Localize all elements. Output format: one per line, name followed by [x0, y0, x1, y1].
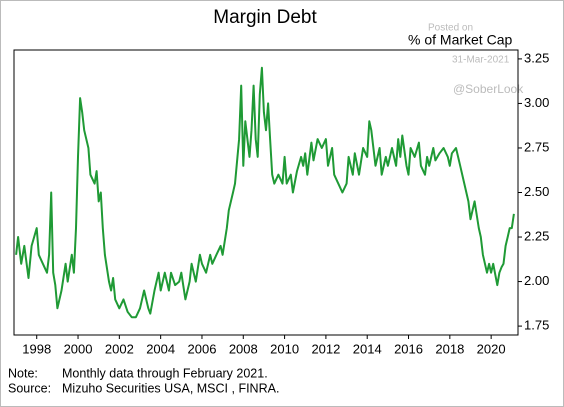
x-tick-label: 2020	[477, 341, 506, 356]
line	[15, 66, 515, 319]
source-label: Source:	[8, 381, 51, 395]
x-tick-label: 2006	[188, 341, 217, 356]
x-tick-label: 2000	[64, 341, 93, 356]
y-tick-label: 2.75	[524, 139, 549, 154]
chart-title: Margin Debt	[213, 7, 317, 28]
source: Mizuho Securities USA, MSCI , FINRA.	[62, 381, 279, 395]
note-label: Note:	[8, 366, 38, 380]
x-tick-label: 2018	[435, 341, 464, 356]
x-tick-label: 2014	[353, 341, 382, 356]
y-tick-label: 3.25	[524, 50, 549, 65]
y-tick-label: 2.25	[524, 228, 549, 243]
watermark: 31-Mar-2021	[452, 55, 510, 66]
x-tick-label: 2004	[146, 341, 175, 356]
y-tick-label: 3.00	[524, 95, 549, 110]
y-tick-label: 2.50	[524, 184, 549, 199]
watermark: @SoberLook	[453, 82, 524, 96]
y-tick-label: 2.00	[524, 273, 549, 288]
y-axis-label: % of Market Cap	[408, 32, 512, 48]
note: Monthly data through February 2021.	[62, 366, 268, 380]
x-tick-label: 2010	[270, 341, 299, 356]
y-tick-label: 1.75	[524, 318, 549, 333]
x-tick-label: 2002	[105, 341, 134, 356]
x-tick-label: 1998	[22, 341, 51, 356]
x-tick-label: 2008	[229, 341, 258, 356]
watermark: Posted on	[428, 23, 473, 34]
x-tick-label: 2012	[311, 341, 340, 356]
x-tick-label: 2016	[394, 341, 423, 356]
